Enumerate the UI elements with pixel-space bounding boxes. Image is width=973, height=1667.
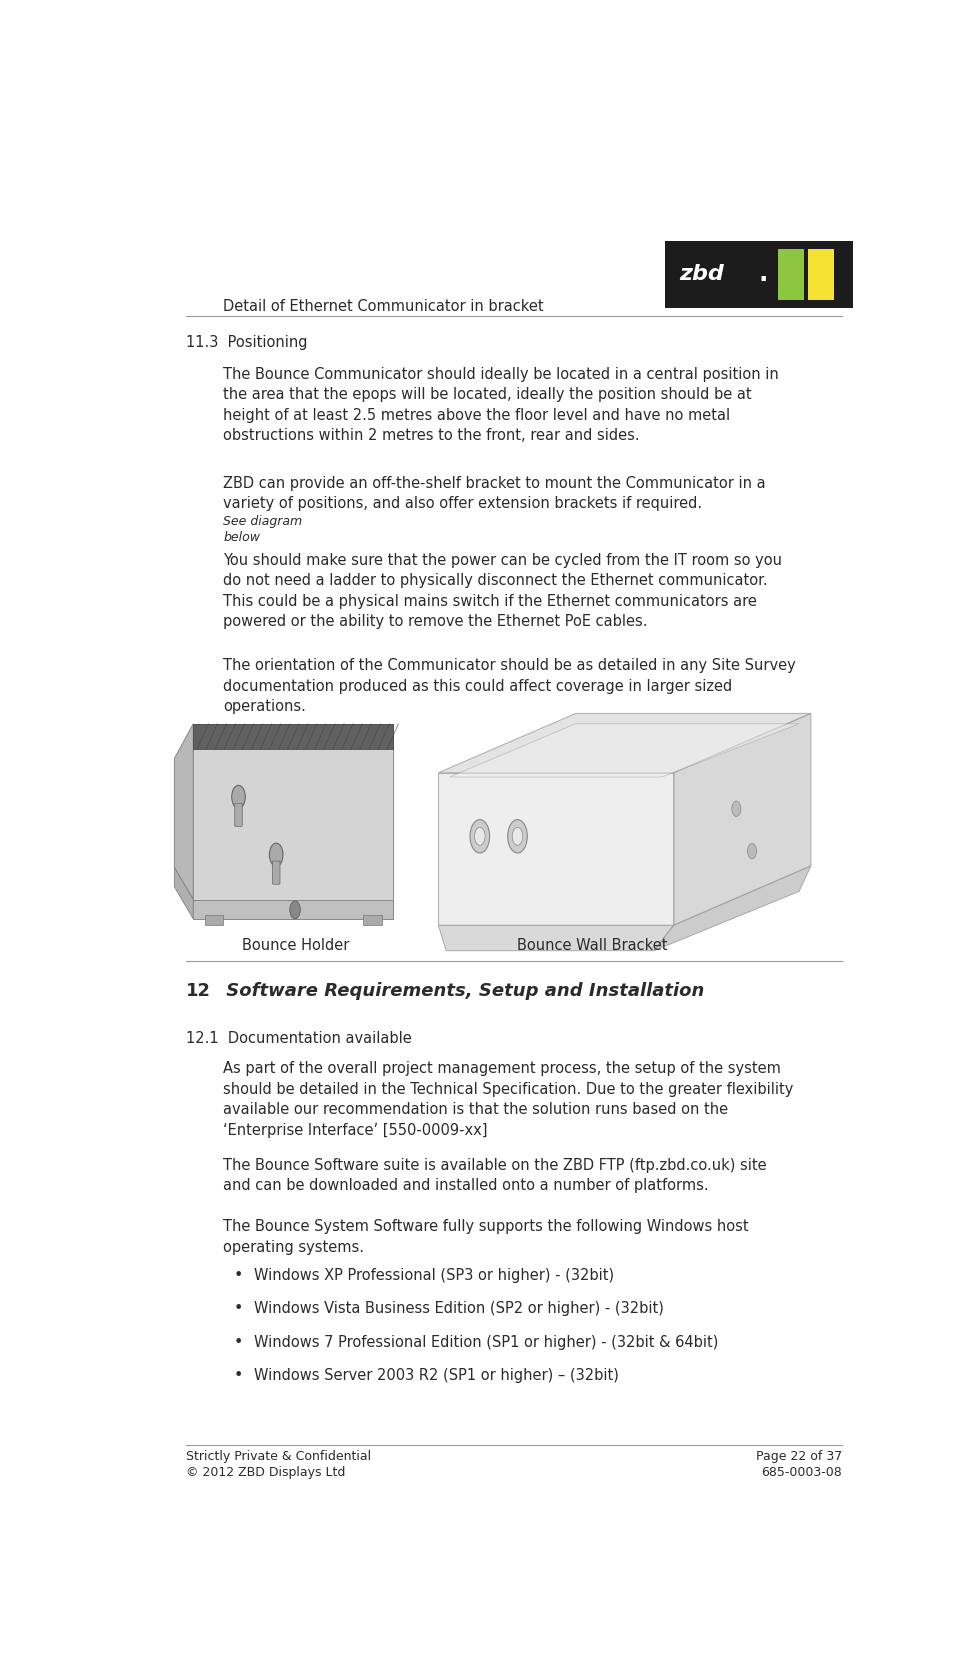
Text: Page 22 of 37: Page 22 of 37: [755, 1450, 842, 1464]
Polygon shape: [174, 723, 194, 900]
Text: Software Requirements, Setup and Installation: Software Requirements, Setup and Install…: [220, 982, 704, 1000]
Text: 12.1  Documentation available: 12.1 Documentation available: [186, 1030, 412, 1045]
Polygon shape: [194, 723, 393, 900]
Circle shape: [508, 820, 527, 854]
Text: •: •: [234, 1269, 243, 1284]
Text: Detail of Ethernet Communicator in bracket: Detail of Ethernet Communicator in brack…: [224, 298, 544, 313]
Circle shape: [732, 802, 740, 817]
Text: The orientation of the Communicator should be as detailed in any Site Survey
doc: The orientation of the Communicator shou…: [224, 658, 796, 713]
FancyBboxPatch shape: [808, 248, 834, 300]
Text: Bounce Wall Bracket: Bounce Wall Bracket: [517, 939, 667, 954]
FancyBboxPatch shape: [272, 862, 280, 884]
Text: •: •: [234, 1335, 243, 1350]
Text: 11.3  Positioning: 11.3 Positioning: [186, 335, 307, 350]
Polygon shape: [194, 723, 393, 750]
Polygon shape: [438, 713, 811, 773]
Text: ZBD can provide an off-the-shelf bracket to mount the Communicator in a
variety : ZBD can provide an off-the-shelf bracket…: [224, 477, 766, 512]
Text: As part of the overall project management process, the setup of the system
shoul: As part of the overall project managemen…: [224, 1062, 794, 1137]
FancyBboxPatch shape: [363, 915, 381, 925]
Text: 12: 12: [186, 982, 211, 1000]
Text: •: •: [234, 1302, 243, 1317]
Circle shape: [747, 844, 757, 859]
Text: Windows Server 2003 R2 (SP1 or higher) – (32bit): Windows Server 2003 R2 (SP1 or higher) –…: [254, 1369, 619, 1384]
FancyBboxPatch shape: [234, 803, 242, 827]
Text: Windows Vista Business Edition (SP2 or higher) - (32bit): Windows Vista Business Edition (SP2 or h…: [254, 1302, 664, 1317]
Text: Strictly Private & Confidential: Strictly Private & Confidential: [186, 1450, 371, 1464]
Text: Bounce Holder: Bounce Holder: [242, 939, 349, 954]
Text: You should make sure that the power can be cycled from the IT room so you
do not: You should make sure that the power can …: [224, 553, 782, 628]
Text: Windows 7 Professional Edition (SP1 or higher) - (32bit & 64bit): Windows 7 Professional Edition (SP1 or h…: [254, 1335, 718, 1350]
FancyBboxPatch shape: [665, 242, 853, 308]
Polygon shape: [438, 925, 673, 950]
FancyBboxPatch shape: [777, 248, 804, 300]
Polygon shape: [194, 900, 393, 919]
Polygon shape: [438, 773, 673, 925]
Circle shape: [232, 785, 245, 808]
Polygon shape: [450, 723, 799, 777]
Polygon shape: [174, 867, 194, 919]
Polygon shape: [654, 865, 811, 950]
Text: .: .: [759, 262, 769, 287]
Circle shape: [470, 820, 489, 854]
Text: The Bounce Software suite is available on the ZBD FTP (ftp.zbd.co.uk) site
and c: The Bounce Software suite is available o…: [224, 1157, 767, 1194]
Text: See diagram
below: See diagram below: [224, 515, 303, 543]
Circle shape: [290, 900, 301, 919]
Text: 685-0003-08: 685-0003-08: [761, 1465, 842, 1479]
Text: zbd: zbd: [679, 265, 724, 285]
Text: •: •: [234, 1369, 243, 1384]
Text: © 2012 ZBD Displays Ltd: © 2012 ZBD Displays Ltd: [186, 1465, 345, 1479]
Polygon shape: [673, 713, 811, 925]
Text: The Bounce System Software fully supports the following Windows host
operating s: The Bounce System Software fully support…: [224, 1219, 749, 1255]
Text: The Bounce Communicator should ideally be located in a central position in
the a: The Bounce Communicator should ideally b…: [224, 367, 779, 443]
FancyBboxPatch shape: [204, 915, 224, 925]
Circle shape: [512, 827, 523, 845]
Circle shape: [475, 827, 486, 845]
Text: Windows XP Professional (SP3 or higher) - (32bit): Windows XP Professional (SP3 or higher) …: [254, 1269, 614, 1284]
Circle shape: [270, 844, 283, 867]
